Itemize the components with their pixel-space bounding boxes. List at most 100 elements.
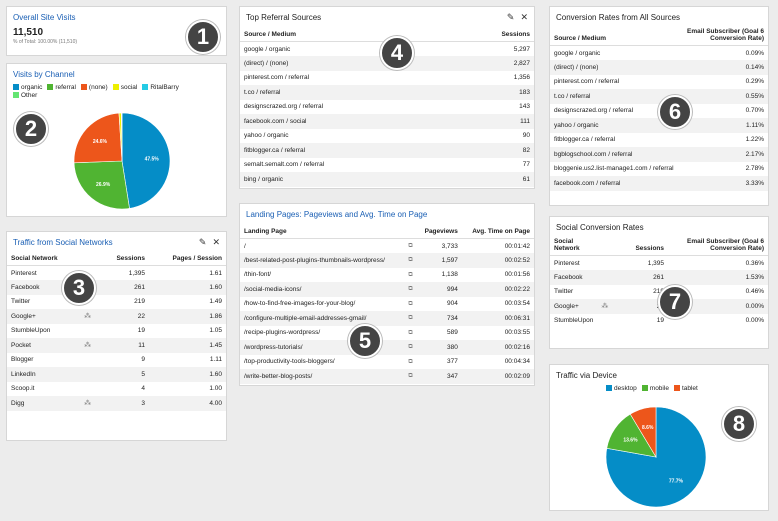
table-row[interactable]: semalt.semalt.com / referral 77 <box>240 158 534 173</box>
landing-page-cell[interactable]: /configure-multiple-email-addresses-gmai… <box>240 311 404 326</box>
table-row[interactable]: StumbleUpon 19 0.00% <box>550 314 768 329</box>
table-row[interactable]: Pinterest 1,395 1.61 <box>7 266 226 281</box>
landing-page-cell[interactable]: /recipe-plugins-wordpress/ <box>244 329 321 337</box>
widget-title[interactable]: Visits by Channel <box>13 70 75 79</box>
link-icon[interactable]: ⧉ <box>408 243 413 249</box>
link-icon[interactable]: ⧉ <box>408 300 413 307</box>
legend-item[interactable]: RitalBarry <box>142 84 179 92</box>
link-icon[interactable]: ⧉ <box>408 358 413 365</box>
landing-page-cell[interactable]: /top-productivity-tools-bloggers/ <box>244 358 335 366</box>
legend-item[interactable]: referral <box>47 84 76 92</box>
table-row[interactable]: pinterest.com / referral 1,356 <box>240 71 534 86</box>
edit-icon[interactable]: ✎ <box>198 237 207 247</box>
table-row[interactable]: Blogger 9 1.11 <box>7 353 226 368</box>
widget-title[interactable]: Social Conversion Rates <box>556 223 644 232</box>
social-network-cell[interactable]: Twitter <box>554 288 574 296</box>
link-icon[interactable]: ⧉ <box>408 329 413 336</box>
table-row[interactable]: / ⧉ 3,733 00:01:42 <box>240 239 534 254</box>
legend-item[interactable]: (none) <box>80 84 108 92</box>
table-row[interactable]: Facebook 261 1.53% <box>550 270 768 285</box>
widget-title[interactable]: Traffic via Device <box>556 371 617 380</box>
pie-slice-tablet[interactable] <box>629 406 657 459</box>
landing-page-cell[interactable]: / <box>244 242 246 250</box>
social-network-cell[interactable]: Pinterest <box>11 269 37 277</box>
social-network-cell[interactable]: LinkedIn <box>7 367 81 382</box>
table-row[interactable]: Pinterest 1,395 0.36% <box>550 256 768 271</box>
legend-item[interactable]: tablet <box>673 385 698 392</box>
column-header[interactable]: Source / Medium <box>240 28 448 42</box>
source-medium-cell[interactable]: facebook.com / social <box>240 114 448 129</box>
source-medium-cell[interactable]: t.co / referral <box>240 85 448 100</box>
table-row[interactable]: fitblogger.ca / referral 82 <box>240 143 534 158</box>
social-network-cell[interactable]: StumbleUpon <box>554 317 594 325</box>
social-network-cell[interactable]: Google+ <box>550 299 598 314</box>
landing-page-cell[interactable]: /write-better-blog-posts/ <box>240 369 404 384</box>
widget-title[interactable]: Conversion Rates from All Sources <box>556 13 681 22</box>
table-row[interactable]: /thin-font/ ⧉ 1,138 00:01:56 <box>240 268 534 283</box>
social-network-cell[interactable]: Blogger <box>11 356 34 364</box>
source-medium-cell[interactable]: yahoo / organic <box>244 132 289 140</box>
source-medium-cell[interactable]: fitblogger.ca / referral <box>554 136 616 144</box>
column-header[interactable]: Pageviews <box>416 225 462 239</box>
table-row[interactable]: (direct) / (none) 0.14% <box>550 60 768 75</box>
close-icon[interactable]: ✕ <box>212 237 220 247</box>
source-medium-cell[interactable]: bing / organic <box>240 172 448 187</box>
social-network-cell[interactable]: Pinterest <box>554 259 580 267</box>
table-row[interactable]: facebook.com / social 111 <box>240 114 534 129</box>
table-row[interactable]: /top-productivity-tools-bloggers/ ⧉ 377 00:… <box>240 355 534 370</box>
source-medium-cell[interactable]: designscrazed.org / referral <box>554 107 634 115</box>
widget-title[interactable]: Overall Site Visits <box>13 13 76 22</box>
table-row[interactable]: /how-to-find-free-images-for-your-blog/ ⧉… <box>240 297 534 312</box>
widget-title[interactable]: Top Referral Sources <box>246 13 322 22</box>
table-row[interactable]: google / organic 5,297 <box>240 42 534 57</box>
table-row[interactable]: Twitter 219 1.49 <box>7 295 226 310</box>
source-medium-cell[interactable]: fitblogger.ca / referral <box>240 143 448 158</box>
table-row[interactable]: Scoop.it 4 1.00 <box>7 382 226 397</box>
column-header[interactable]: Landing Page <box>240 225 404 239</box>
pie-slice-organic[interactable] <box>121 112 171 209</box>
social-network-cell[interactable]: Pocket <box>7 338 81 353</box>
landing-page-cell[interactable]: /best-related-post-plugins-thumbnails-wo… <box>240 253 404 268</box>
table-row[interactable]: Twitter 219 0.46% <box>550 285 768 300</box>
table-row[interactable]: yahoo / organic 90 <box>240 129 534 144</box>
landing-page-cell[interactable]: /how-to-find-free-images-for-your-blog/ <box>244 300 356 308</box>
source-medium-cell[interactable]: bloggenie.us2.list-manage1.com / referra… <box>554 165 674 173</box>
source-medium-cell[interactable]: t.co / referral <box>550 89 678 104</box>
column-header[interactable]: Pages / Session <box>149 252 226 266</box>
table-row[interactable]: t.co / referral 0.55% <box>550 89 768 104</box>
social-network-cell[interactable]: StumbleUpon <box>11 327 51 335</box>
social-network-cell[interactable]: Scoop.it <box>11 385 35 393</box>
column-header[interactable]: Email Subscriber (Goal 6 Conversion Rate… <box>668 235 768 256</box>
table-row[interactable]: /wordpress-tutorials/⧉ 380 00:02:16 <box>240 340 534 355</box>
column-header[interactable]: Social Network <box>7 252 81 266</box>
table-row[interactable]: yahoo / organic 1.11% <box>550 118 768 133</box>
close-icon[interactable]: ✕ <box>520 12 528 22</box>
table-row[interactable]: bing / organic 61 <box>240 172 534 187</box>
table-row[interactable]: designscrazed.org / referral 0.70% <box>550 104 768 119</box>
table-row[interactable]: /best-related-post-plugins-thumbnails-wo… <box>240 253 534 268</box>
legend-item[interactable]: desktop <box>606 385 637 392</box>
link-icon[interactable]: ⧉ <box>403 253 417 268</box>
source-medium-cell[interactable]: semalt.semalt.com / referral <box>244 161 325 169</box>
source-medium-cell[interactable]: facebook.com / referral <box>550 176 678 191</box>
column-header[interactable]: Sessions <box>617 235 668 256</box>
social-network-cell[interactable]: Digg <box>7 396 81 411</box>
column-header[interactable]: Avg. Time on Page <box>461 225 534 239</box>
edit-icon[interactable]: ✎ <box>506 12 515 22</box>
source-medium-cell[interactable]: designscrazed.org / referral <box>244 103 324 111</box>
landing-page-cell[interactable]: /thin-font/ <box>244 271 272 279</box>
social-network-cell[interactable]: Facebook <box>550 270 598 285</box>
source-medium-cell[interactable]: (direct) / (none) <box>240 56 448 71</box>
link-icon[interactable]: ⧉ <box>408 271 413 278</box>
landing-page-cell[interactable]: /social-media-icons/ <box>240 282 404 297</box>
table-row[interactable]: Digg ⁂ 3 4.00 <box>7 396 226 411</box>
column-header[interactable]: Email Subscriber (Goal 6 Conversion Rate… <box>678 25 768 46</box>
social-network-cell[interactable]: Google+ <box>7 309 81 324</box>
column-header[interactable]: Source / Medium <box>550 25 678 46</box>
column-header[interactable]: Social Network <box>550 235 598 256</box>
table-row[interactable]: /write-better-blog-posts/⧉ 347 00:02:09 <box>240 369 534 384</box>
table-row[interactable]: bloggenie.us2.list-manage1.com / referra… <box>550 162 768 177</box>
source-medium-cell[interactable]: pinterest.com / referral <box>244 74 310 82</box>
table-row[interactable]: Facebook 261 1.60 <box>7 280 226 295</box>
source-medium-cell[interactable]: pinterest.com / referral <box>554 78 620 86</box>
